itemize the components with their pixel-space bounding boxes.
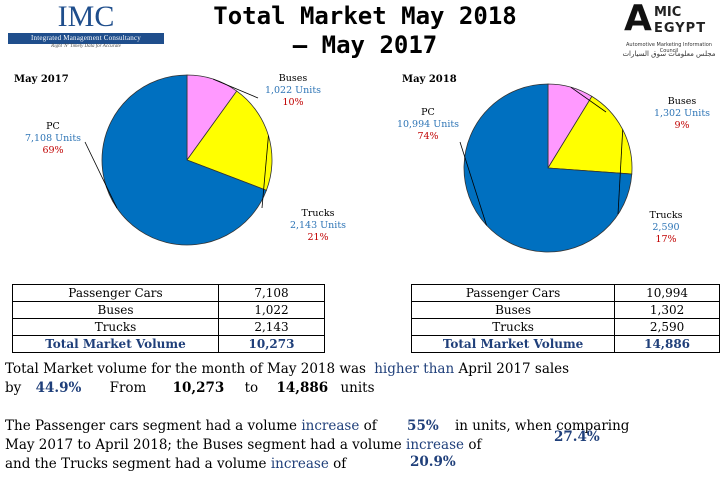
summary-text: of [333, 456, 347, 472]
summary-text: From [109, 380, 147, 396]
summary-line-1: Total Market volume for the month of May… [5, 360, 569, 379]
amic-logo: A MIC EGYPT Automotive Marketing Informa… [620, 0, 718, 62]
slice-percent-trucks: 17% [655, 234, 676, 245]
slice-label-trucks: Trucks [302, 208, 335, 219]
summary-text: units [340, 380, 375, 396]
table-cell-label: Buses [12, 301, 219, 319]
slice-value-pc: 10,994 Units [397, 119, 459, 130]
amic-logo-line2: مجلس معلومات سوق السيارات [622, 50, 716, 58]
slice-label-trucks: Trucks [650, 210, 683, 221]
table-row: Buses 1,302 [410, 301, 720, 319]
table-total-value: 14,886 [614, 335, 720, 353]
summary-pc-percent: 55% [407, 418, 439, 434]
table-total-row: Total Market Volume 14,886 [410, 335, 720, 353]
table-total-value: 10,273 [218, 335, 325, 353]
summary-highlight: increase [301, 418, 360, 434]
table-cell-value: 7,108 [218, 284, 325, 302]
imc-logo-band: Integrated Management Consultancy [8, 33, 164, 44]
page-title-line2: – May 2017 [292, 31, 438, 59]
summary-text: of [363, 418, 377, 434]
table-cell-label: Passenger Cars [12, 284, 219, 302]
table-cell-value: 2,590 [614, 318, 720, 336]
leader-line-trucks [261, 135, 269, 209]
summary-text: April 2017 sales [458, 361, 570, 377]
leader-line-pc [84, 141, 118, 209]
table-cell-value: 1,022 [218, 301, 325, 319]
slice-value-trucks: 2,590 [652, 222, 679, 233]
slice-percent-trucks: 21% [307, 232, 328, 243]
slice-label-pc: PC [421, 107, 435, 118]
amic-logo-country: EGYPT [654, 21, 707, 36]
summary-line-5: and the Trucks segment had a volume incr… [5, 455, 346, 474]
table-cell-label: Passenger Cars [410, 284, 616, 302]
leader-line-buses [212, 78, 259, 99]
summary-text: and the Trucks segment had a volume [5, 456, 267, 472]
table-cell-label: Trucks [12, 318, 219, 336]
summary-highlight: increase [406, 437, 465, 453]
leader-line-buses [570, 86, 607, 113]
slice-percent-pc: 69% [42, 145, 63, 156]
summary-bus-percent: 27.4% [554, 429, 600, 445]
imc-logo-tagline: Right 'N' Timely Data for Accurate [51, 44, 121, 49]
slice-label-buses: Buses [668, 96, 697, 107]
table-total-label: Total Market Volume [12, 335, 219, 353]
table-row: Buses 1,022 [12, 301, 325, 319]
imc-logo-name: IMC [57, 0, 115, 33]
table-cell-label: Buses [410, 301, 616, 319]
summary-line-4: May 2017 to April 2018; the Buses segmen… [5, 436, 481, 455]
summary-text: Total Market volume for the month of May… [5, 361, 366, 377]
amic-logo-line1: Automotive Marketing Information Council [626, 42, 712, 54]
summary-text: by [5, 380, 22, 396]
page-title: Total Market May 2018 – May 2017 [190, 2, 540, 60]
table-row: Trucks 2,143 [12, 318, 325, 336]
summary-line-2: by 44.9% From 10,273 to 14,886 units [5, 379, 375, 398]
imc-logo: IMC Integrated Management Consultancy Ri… [2, 2, 170, 50]
volume-table-2018: Passenger Cars 10,994 Buses 1,302 Trucks… [410, 284, 720, 353]
summary-highlight: higher than [374, 361, 455, 377]
slice-value-pc: 7,108 Units [25, 133, 81, 144]
table-cell-label: Trucks [410, 318, 616, 336]
summary-text: in units, when comparing [454, 418, 630, 434]
table-cell-value: 2,143 [218, 318, 325, 336]
slice-percent-buses: 9% [674, 120, 689, 131]
slice-value-buses: 1,302 Units [654, 108, 710, 119]
table-row: Passenger Cars 7,108 [12, 284, 325, 302]
summary-growth-percent: 44.9% [35, 380, 82, 396]
volume-table-2017: Passenger Cars 7,108 Buses 1,022 Trucks … [12, 284, 325, 353]
table-row: Trucks 2,590 [410, 318, 720, 336]
slice-label-pc: PC [46, 121, 60, 132]
slice-percent-buses: 10% [282, 97, 303, 108]
leader-line-pc [459, 141, 487, 226]
summary-text: May 2017 to April 2018; the Buses segmen… [5, 437, 402, 453]
amic-logo-mark: A [624, 0, 652, 39]
slice-label-buses: Buses [279, 73, 308, 84]
amic-logo-word: MIC [654, 5, 682, 20]
pie-slice-pc [463, 83, 633, 253]
summary-to-value: 14,886 [276, 380, 329, 396]
table-total-row: Total Market Volume 10,273 [12, 335, 325, 353]
summary-line-3: The Passenger cars segment had a volume … [5, 417, 629, 436]
summary-text: The Passenger cars segment had a volume [5, 418, 298, 434]
summary-text: of [468, 437, 482, 453]
chart-2017-title: May 2017 [14, 74, 69, 85]
leader-line-trucks [617, 129, 624, 215]
slice-value-trucks: 2,143 Units [290, 220, 346, 231]
summary-text: to [244, 380, 259, 396]
table-cell-value: 10,994 [614, 284, 720, 302]
summary-highlight: increase [270, 456, 329, 472]
summary-from-value: 10,273 [172, 380, 225, 396]
slice-value-buses: 1,022 Units [265, 85, 321, 96]
page-title-line1: Total Market May 2018 [213, 2, 517, 30]
table-cell-value: 1,302 [614, 301, 720, 319]
slice-percent-pc: 74% [417, 131, 438, 142]
chart-2018-title: May 2018 [402, 74, 457, 85]
summary-truck-percent: 20.9% [410, 454, 456, 470]
table-total-label: Total Market Volume [410, 335, 616, 353]
table-row: Passenger Cars 10,994 [410, 284, 720, 302]
